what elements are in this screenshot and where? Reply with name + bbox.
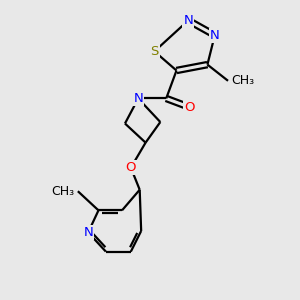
Text: N: N	[83, 226, 93, 239]
Text: N: N	[210, 29, 220, 42]
Text: CH₃: CH₃	[51, 185, 74, 198]
Text: N: N	[133, 92, 143, 105]
Text: S: S	[150, 45, 159, 58]
Text: N: N	[183, 14, 193, 27]
Text: O: O	[126, 161, 136, 174]
Text: CH₃: CH₃	[232, 74, 255, 87]
Text: O: O	[184, 101, 195, 114]
